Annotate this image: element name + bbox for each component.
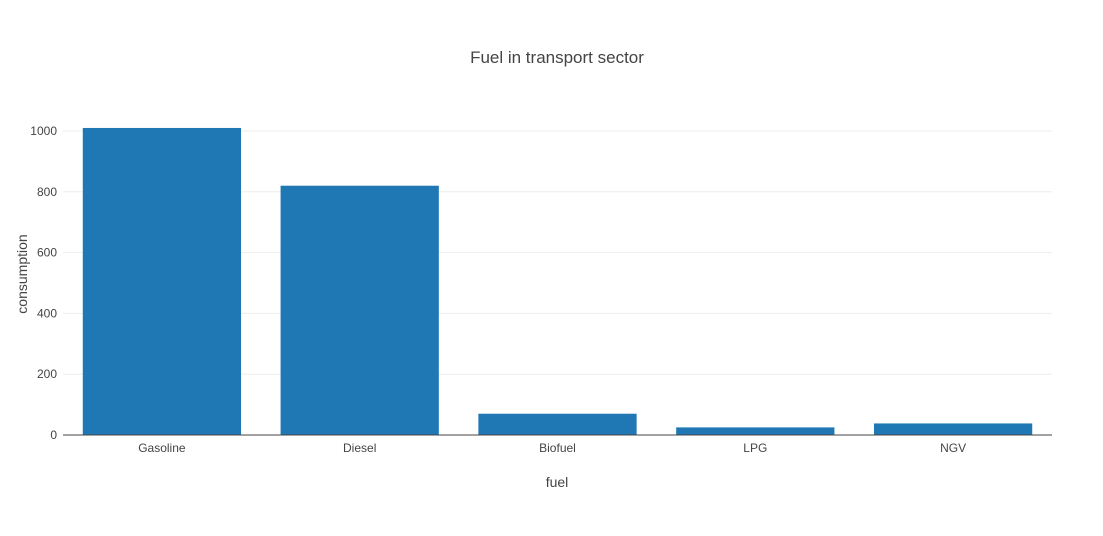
- y-tick-labels: 0 200 400 600 800 1000: [30, 124, 57, 442]
- bar-lpg[interactable]: [676, 427, 835, 435]
- y-tick-label: 200: [37, 367, 57, 381]
- bar-gasoline[interactable]: [82, 127, 242, 436]
- chart-title: Fuel in transport sector: [470, 48, 644, 67]
- y-axis-title: consumption: [14, 234, 30, 313]
- x-tick-labels: Gasoline Diesel Biofuel LPG NGV: [138, 441, 966, 455]
- bar-ngv[interactable]: [873, 423, 1033, 435]
- x-tick-label: LPG: [743, 441, 767, 455]
- bar-diesel[interactable]: [280, 185, 439, 435]
- x-tick-label: Biofuel: [539, 441, 576, 455]
- bars: [82, 127, 1033, 436]
- x-axis-title: fuel: [546, 474, 569, 490]
- x-tick-label: Diesel: [343, 441, 376, 455]
- y-tick-label: 0: [50, 428, 57, 442]
- y-tick-label: 600: [37, 246, 57, 260]
- x-tick-label: Gasoline: [138, 441, 186, 455]
- bar-biofuel[interactable]: [478, 413, 637, 435]
- y-tick-label: 1000: [30, 124, 57, 138]
- x-tick-label: NGV: [940, 441, 966, 455]
- y-tick-label: 800: [37, 185, 57, 199]
- y-tick-label: 400: [37, 306, 57, 320]
